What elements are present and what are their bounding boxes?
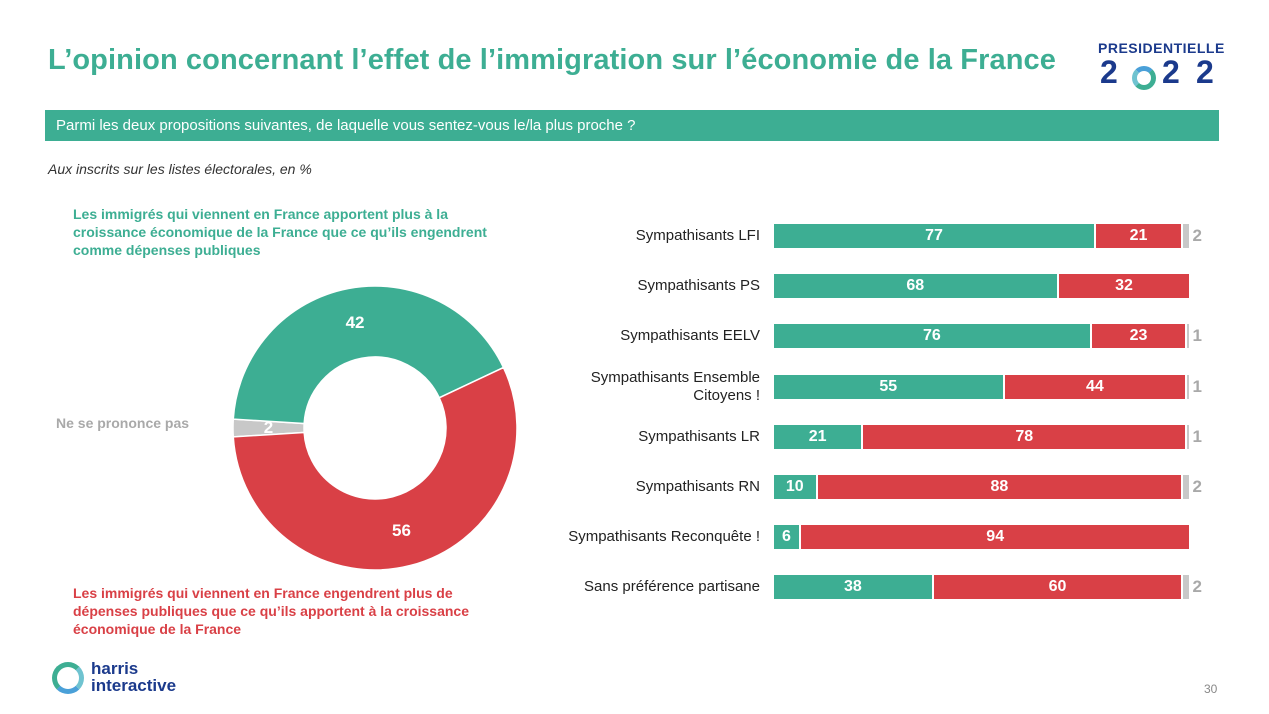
bar-value-label: 88 — [990, 478, 1009, 495]
bar-row: Sympathisants LFI 77 21 2 — [560, 218, 1240, 254]
donut-chart — [232, 285, 518, 571]
bar-seg-nsp — [1181, 575, 1190, 600]
bar-value-label: 38 — [844, 578, 862, 596]
presidentielle-2022-logo: PRESIDENTIELLE 2 2 2 — [1098, 40, 1224, 90]
donut-value-label: 42 — [345, 313, 365, 333]
bar-value-label: 21 — [808, 427, 827, 445]
logo-text: PRESIDENTIELLE — [1098, 40, 1225, 56]
bar-seg-green: 76 — [774, 324, 1090, 349]
bar-nsp-value-label: 2 — [1192, 477, 1202, 496]
logo-ring-icon — [1132, 66, 1156, 90]
bar-value-label: 94 — [986, 528, 1005, 546]
bar-value-label: 55 — [879, 377, 898, 395]
bar-seg-red: 23 — [1089, 324, 1186, 349]
bar-nsp-value-label: 1 — [1192, 426, 1202, 446]
bar-value-label: 6 — [782, 528, 791, 546]
bar-category-label: Sans préférence partisane — [584, 578, 760, 596]
page-number: 30 — [1204, 682, 1218, 696]
bar-row: Sympathisants RN 10 88 2 — [560, 469, 1240, 505]
bar-seg-green: 55 — [774, 374, 1003, 399]
question-text: Parmi les deux propositions suivantes, d… — [56, 117, 636, 134]
question-banner: Parmi les deux propositions suivantes, d… — [45, 110, 1219, 141]
bar-seg-green: 10 — [774, 475, 816, 499]
logo-digit: 2 — [1162, 54, 1180, 90]
bar-seg-green: 21 — [774, 424, 862, 449]
bar-row: Sympathisants LR 21 78 1 — [560, 419, 1240, 455]
bar-value-label: 44 — [1086, 377, 1104, 395]
bar-seg-red: 32 — [1056, 274, 1190, 299]
bar-value-label: 10 — [785, 478, 804, 495]
bar-seg-nsp — [1185, 424, 1190, 449]
legend-red: Les immigrés qui viennent en France enge… — [73, 585, 470, 637]
bar-value-label: 21 — [1129, 227, 1148, 244]
bar-seg-red: 78 — [861, 424, 1186, 449]
bar-row: Sans préférence partisane 38 60 2 — [560, 569, 1240, 605]
bar-seg-red: 94 — [798, 525, 1190, 550]
bar-seg-nsp — [1185, 324, 1190, 349]
bar-seg-green: 68 — [774, 274, 1057, 299]
bar-category-label: Sympathisants Ensemble Citoyens ! — [590, 368, 760, 404]
bar-row: Sympathisants PS 68 32 — [560, 268, 1240, 304]
bar-seg-red: 44 — [1002, 374, 1186, 399]
bar-seg-green: 6 — [774, 525, 799, 550]
logo-digit: 2 — [1100, 54, 1118, 90]
bar-value-label: 68 — [906, 277, 925, 295]
bar-nsp-value-label: 2 — [1192, 226, 1202, 245]
bar-category-label: Sympathisants RN — [635, 478, 760, 495]
bar-value-label: 60 — [1048, 578, 1067, 596]
base-note: Aux inscrits sur les listes électorales,… — [48, 161, 312, 177]
logo-digit: 2 — [1196, 54, 1214, 90]
bar-row: Sympathisants EELV 76 23 1 — [560, 318, 1240, 354]
bar-category-label: Sympathisants LR — [638, 427, 760, 445]
bar-nsp-value-label: 2 — [1192, 577, 1202, 597]
legend-nsp: Ne se prononce pas — [56, 415, 190, 431]
bar-value-label: 76 — [922, 327, 941, 345]
logo-year: 2 2 2 — [1098, 54, 1218, 90]
donut-value-label: 56 — [392, 521, 411, 541]
bar-seg-red: 88 — [815, 475, 1182, 499]
harris-interactive-logo: harris interactive — [52, 660, 202, 700]
bar-seg-nsp — [1181, 475, 1190, 499]
donut-slice-green — [232, 285, 505, 425]
bar-category-label: Sympathisants LFI — [635, 227, 760, 244]
donut-slice-red — [232, 366, 518, 571]
bar-category-label: Sympathisants PS — [637, 277, 760, 295]
page-title: L’opinion concernant l’effet de l’immigr… — [48, 44, 1056, 76]
harris-ring-icon — [52, 662, 84, 694]
bar-value-label: 77 — [925, 227, 943, 244]
bar-value-label: 23 — [1129, 327, 1148, 345]
donut-value-label: 2 — [263, 418, 274, 437]
bar-seg-red: 21 — [1093, 224, 1182, 248]
bar-value-label: 32 — [1115, 277, 1133, 295]
bar-seg-red: 60 — [931, 575, 1182, 600]
stacked-bar-chart: Sympathisants LFI 77 21 2 Sympathisants PS 68… — [560, 218, 1240, 618]
bar-row: Sympathisants Ensemble Citoyens ! 55 44 1 — [560, 369, 1240, 405]
bar-value-label: 78 — [1015, 427, 1034, 445]
bar-category-label: Sympathisants Reconquête ! — [568, 528, 760, 546]
bar-category-label: Sympathisants EELV — [620, 327, 760, 345]
legend-green: Les immigrés qui viennent en France appo… — [73, 206, 487, 258]
bar-nsp-value-label: 1 — [1192, 376, 1202, 396]
bar-seg-green: 77 — [774, 224, 1094, 248]
bar-row: Sympathisants Reconquête ! 6 94 — [560, 519, 1240, 555]
bar-seg-nsp — [1181, 224, 1190, 248]
bar-seg-nsp — [1185, 374, 1190, 399]
bar-seg-green: 38 — [774, 575, 932, 600]
brand-line2: interactive — [91, 676, 177, 695]
brand-line1: harris — [91, 659, 139, 678]
bar-nsp-value-label: 1 — [1192, 326, 1202, 346]
